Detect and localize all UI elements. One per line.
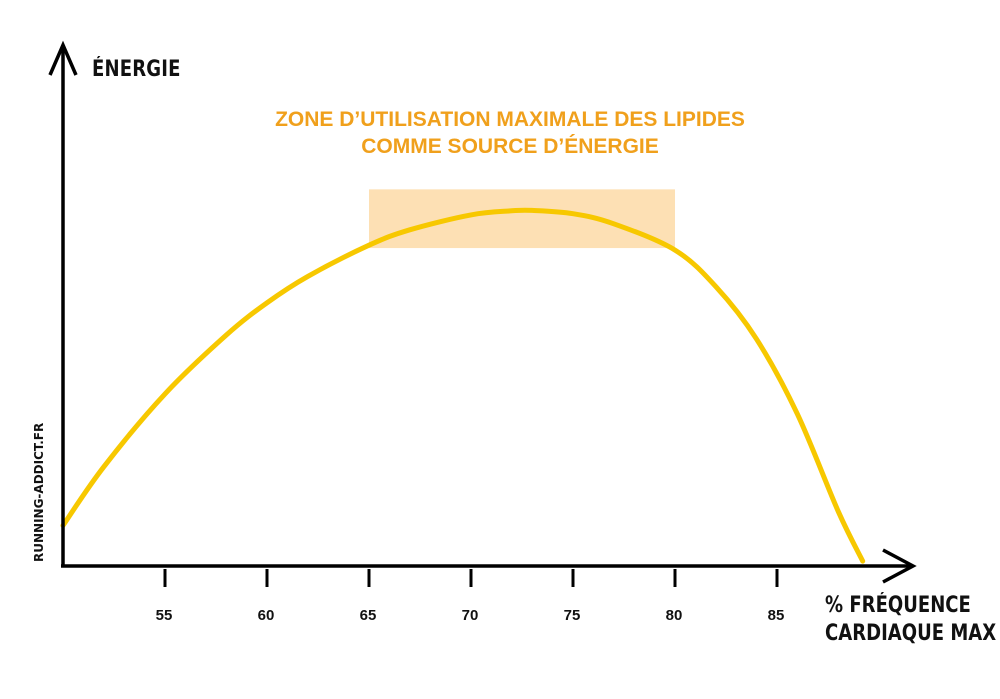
- zone-label-line-1: ZONE D’UTILISATION MAXIMALE DES LIPIDES: [275, 108, 745, 131]
- x-tick-label-85: 85: [768, 607, 785, 624]
- highlight-zone: [369, 189, 675, 249]
- series-line-0: [60, 207, 866, 564]
- watermark-text: RUNNING-ADDICT.FR: [32, 422, 46, 562]
- x-tick-label-80: 80: [666, 607, 683, 624]
- x-tick-label-55: 55: [156, 607, 173, 624]
- x-axis-label-line-1: % FRÉQUENCE: [825, 593, 971, 618]
- x-tick-label-75: 75: [564, 607, 581, 624]
- x-tick-label-65: 65: [360, 607, 377, 624]
- x-axis-label: % FRÉQUENCE CARDIAQUE MAX: [825, 592, 996, 648]
- y-axis-label: ÉNERGIE: [92, 57, 181, 82]
- x-axis-label-line-2: CARDIAQUE MAX: [825, 621, 997, 646]
- y-axis-arrow: [48, 40, 78, 76]
- x-axis-arrow: [882, 548, 917, 584]
- x-tick-label-60: 60: [258, 607, 275, 624]
- zone-label-line-2: COMME SOURCE D’ÉNERGIE: [361, 135, 659, 158]
- x-tick-label-70: 70: [462, 607, 479, 624]
